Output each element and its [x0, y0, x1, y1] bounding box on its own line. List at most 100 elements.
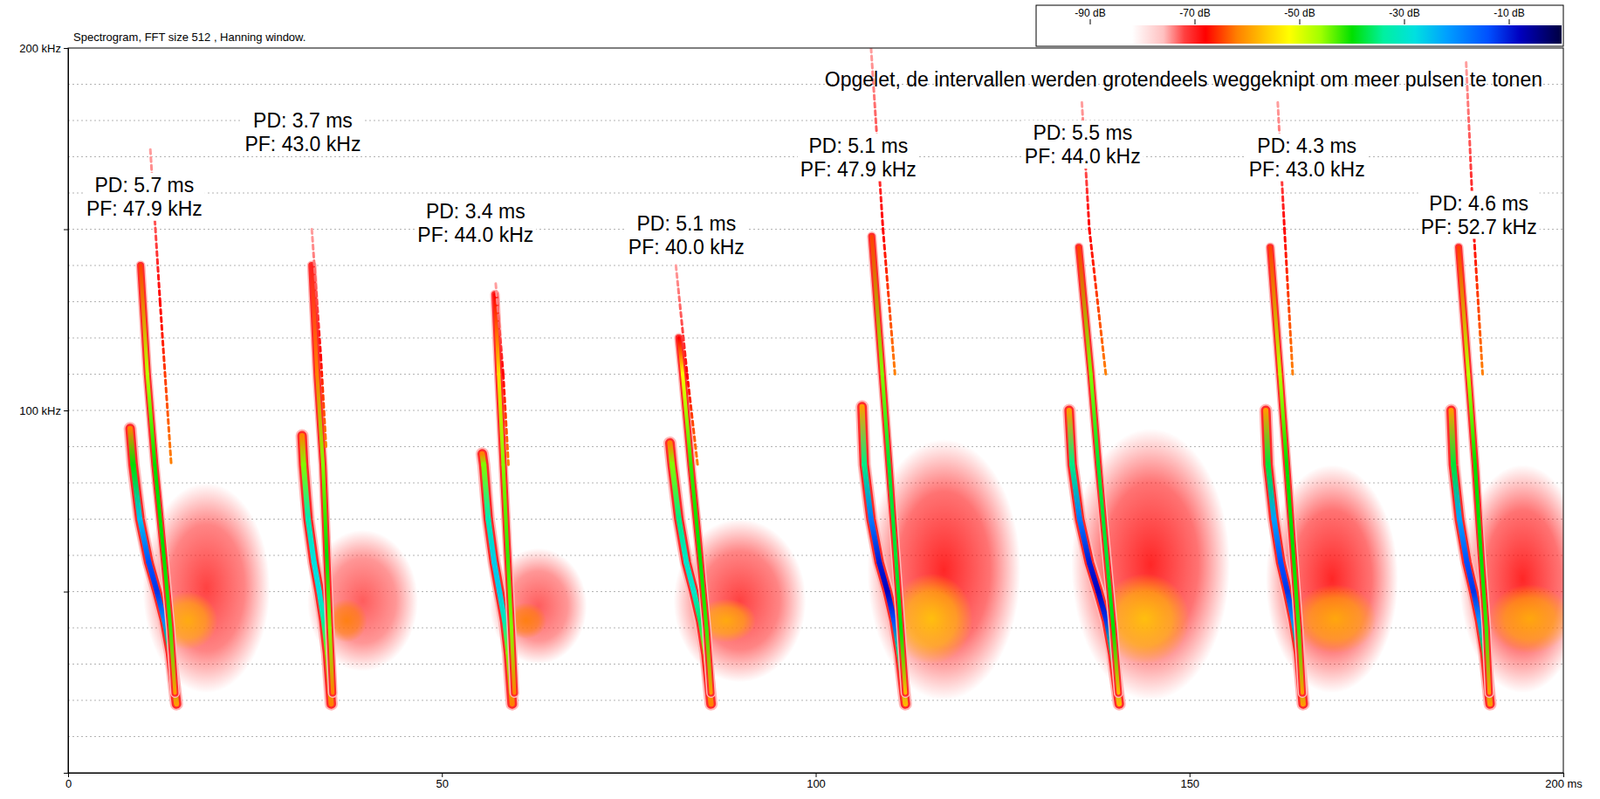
trace-halo-outer — [311, 265, 333, 694]
y-tick-mark — [63, 48, 69, 49]
pulse-label-line: PD: 5.7 ms — [94, 173, 194, 197]
pulse-label: PD: 4.6 msPF: 52.7 kHz — [1418, 191, 1540, 240]
trace-segment — [1106, 555, 1114, 628]
trace-segment — [308, 519, 315, 564]
noise-cloud — [1488, 583, 1564, 653]
trace-halo — [1458, 247, 1490, 693]
trace-segment — [147, 374, 156, 466]
trace-segment — [319, 591, 324, 621]
trace-segment — [133, 464, 141, 519]
x-tick-label: 0 — [65, 776, 72, 790]
label-background — [797, 133, 920, 182]
trace-segment — [871, 519, 879, 564]
grid-line — [68, 301, 1564, 303]
label-background — [414, 199, 536, 248]
color-bar-tick — [1404, 19, 1406, 25]
pulse-label: PD: 5.1 msPF: 40.0 kHz — [625, 211, 748, 260]
trace-segment — [1453, 464, 1460, 519]
trace-segment — [1079, 519, 1090, 564]
noise-cloud — [1294, 583, 1377, 653]
noise-cloud — [673, 519, 807, 683]
grid-line — [68, 265, 1564, 267]
pulse-label-line: PF: 43.0 kHz — [1249, 157, 1366, 181]
trace-segment — [130, 428, 133, 466]
trace-segment — [878, 562, 887, 591]
pulse-label-line: PD: 3.4 ms — [425, 199, 526, 223]
trace-segment — [895, 555, 901, 628]
color-bar: -90 dB-70 dB-50 dB-30 dB-10 dB — [1036, 5, 1564, 47]
pulse-label: PD: 3.4 msPF: 44.0 kHz — [414, 199, 536, 248]
label-background — [1246, 133, 1368, 182]
trace-segment — [322, 464, 327, 556]
grid-line — [68, 410, 1564, 412]
x-tick-label: 50 — [436, 776, 449, 790]
trace-segment — [1473, 591, 1480, 621]
trace-segment — [686, 562, 694, 591]
pulse-label: PD: 5.7 msPF: 47.9 kHz — [83, 172, 206, 221]
trace-segment — [872, 236, 883, 375]
y-axis: 100 kHz 200 kHz — [19, 41, 69, 774]
trace-segment — [690, 464, 700, 556]
trace-segment — [1078, 247, 1092, 374]
trace-layer — [130, 48, 1491, 704]
trace-segment — [1459, 519, 1468, 564]
trace-segment — [164, 555, 172, 628]
trace-segment — [682, 374, 691, 466]
label-background — [1418, 191, 1540, 240]
trace-segment — [498, 374, 503, 466]
x-axis: 050100150200 ms — [65, 772, 1583, 790]
chart: 050100150200 ms100 kHz200 kHzSpectrogram… — [0, 0, 1600, 799]
trace-segment — [1298, 627, 1303, 694]
trace-segment — [1468, 374, 1476, 466]
trace-segment — [1284, 229, 1293, 375]
y-tick: 100 kHz — [19, 404, 69, 418]
grid-line — [68, 446, 1564, 447]
y-tick: 200 kHz — [19, 41, 69, 55]
color-bar-label: -70 dB — [1179, 6, 1210, 20]
trace-segment — [314, 562, 320, 591]
grid-line — [68, 192, 1564, 194]
trace-segment — [700, 555, 708, 628]
y-tick-label: 200 kHz — [19, 41, 62, 55]
pulse-label-line: PD: 5.5 ms — [1032, 121, 1133, 145]
trace-halo-outer — [140, 265, 175, 694]
trace-segment — [511, 627, 515, 694]
pulse-labels: PD: 5.7 msPF: 47.9 kHzPD: 3.7 msPF: 43.0… — [83, 108, 1540, 260]
trace-segment — [1098, 464, 1106, 556]
trace-segment — [1473, 229, 1483, 375]
trace-segment — [502, 464, 508, 556]
trace-segment — [311, 265, 317, 375]
pulse-label: PD: 3.7 msPF: 43.0 kHz — [241, 108, 364, 157]
trace-segment — [1270, 247, 1280, 374]
trace-segment — [1486, 627, 1490, 694]
trace-segment — [1286, 464, 1294, 556]
color-bar-label: -50 dB — [1284, 6, 1315, 20]
grid-line — [68, 373, 1564, 375]
x-tick: 150 — [1180, 772, 1200, 790]
trace-segment — [1467, 562, 1475, 591]
trace-segment — [882, 374, 890, 466]
trace-halo — [311, 265, 333, 694]
label-background — [241, 108, 364, 157]
annotation: Opgelet, de intervallen werden grotendee… — [824, 68, 1543, 91]
y-tick — [63, 229, 69, 231]
pulse-label: PD: 5.5 msPF: 44.0 kHz — [1022, 120, 1144, 169]
trace-segment — [508, 555, 512, 628]
trace-segment — [1098, 591, 1106, 621]
trace-segment — [1089, 229, 1106, 375]
trace-segment — [900, 627, 906, 694]
pulse-label: PD: 5.1 msPF: 47.9 kHz — [797, 133, 920, 182]
y-tick-label: 100 kHz — [19, 404, 62, 418]
color-bar-tick — [1299, 19, 1301, 25]
y-tick-mark — [63, 229, 69, 231]
pulse-label-line: PD: 3.7 ms — [253, 109, 353, 132]
trace-halo-outer — [1458, 247, 1490, 693]
pulse-label-line: PF: 52.7 kHz — [1421, 215, 1538, 239]
pulse-label-line: PF: 44.0 kHz — [1024, 144, 1141, 168]
color-bar-tick — [1090, 19, 1092, 25]
trace-halo-outer — [679, 337, 712, 694]
plot-frame — [68, 48, 1564, 773]
marks — [130, 48, 1564, 704]
trace-segment — [326, 555, 330, 628]
trace-segment — [1280, 562, 1288, 591]
